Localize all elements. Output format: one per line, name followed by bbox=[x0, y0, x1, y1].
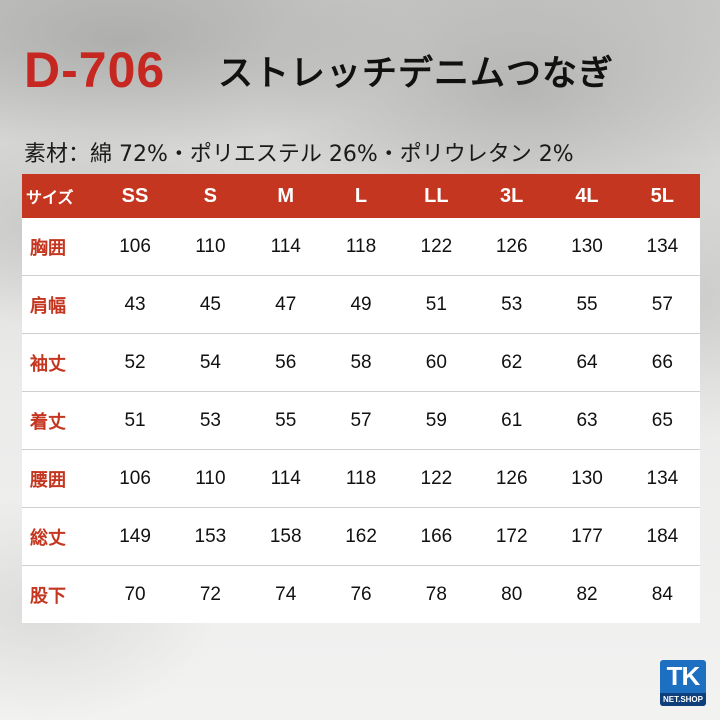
table-row-chest: 胸囲 106 110 114 118 122 126 130 134 bbox=[22, 218, 700, 276]
table-cell: 153 bbox=[194, 525, 227, 547]
table-cell: 82 bbox=[576, 583, 598, 605]
table-cell: 166 bbox=[420, 525, 453, 547]
table-cell: 54 bbox=[199, 351, 221, 373]
table-cell: 130 bbox=[571, 235, 603, 257]
row-label: 袖丈 bbox=[30, 353, 66, 375]
row-label: 腰囲 bbox=[30, 469, 66, 491]
table-cell: 72 bbox=[199, 583, 221, 605]
row-label: 総丈 bbox=[30, 527, 66, 549]
logo-subtext: NET.SHOP bbox=[660, 693, 706, 706]
table-cell: 149 bbox=[119, 525, 151, 547]
table-row-sleeve: 袖丈 52 54 56 58 60 62 64 66 bbox=[22, 334, 700, 392]
table-cell: 51 bbox=[425, 293, 447, 315]
size-header-cell: 4L bbox=[575, 184, 599, 207]
table-cell: 126 bbox=[495, 467, 528, 489]
product-name: ストレッチデニムつなぎ bbox=[218, 54, 615, 94]
table-row-waist: 腰囲 106 110 114 118 122 126 130 134 bbox=[22, 450, 700, 508]
table-cell: 47 bbox=[275, 293, 297, 315]
table-cell: 114 bbox=[270, 467, 301, 489]
size-header-cell: LL bbox=[424, 184, 449, 207]
table-cell: 130 bbox=[571, 467, 603, 489]
table-cell: 55 bbox=[275, 409, 297, 431]
table-cell: 57 bbox=[350, 409, 372, 431]
table-cell: 76 bbox=[350, 583, 372, 605]
table-cell: 59 bbox=[425, 409, 447, 431]
table-cell: 43 bbox=[124, 293, 146, 315]
table-cell: 78 bbox=[425, 583, 447, 605]
table-row-total-length: 総丈 149 153 158 162 166 172 177 184 bbox=[22, 508, 700, 566]
table-cell: 84 bbox=[651, 583, 673, 605]
table-cell: 60 bbox=[425, 351, 447, 373]
table-cell: 53 bbox=[199, 409, 221, 431]
size-header-cell: S bbox=[203, 184, 218, 207]
table-cell: 45 bbox=[199, 293, 221, 315]
table-cell: 110 bbox=[195, 235, 226, 257]
size-header-label: サイズ bbox=[26, 190, 74, 207]
table-row-shoulder: 肩幅 43 45 47 49 51 53 55 57 bbox=[22, 276, 700, 334]
table-cell: 65 bbox=[651, 409, 673, 431]
table-cell: 80 bbox=[501, 583, 523, 605]
table-cell: 63 bbox=[576, 409, 598, 431]
row-label: 胸囲 bbox=[30, 237, 66, 259]
row-label: 股下 bbox=[30, 585, 66, 607]
row-label: 肩幅 bbox=[30, 295, 66, 317]
table-cell: 61 bbox=[501, 409, 523, 431]
size-chart-table: サイズ SS S M L LL 3L 4L 5L 胸囲 106 110 114 … bbox=[22, 174, 700, 623]
table-cell: 110 bbox=[195, 467, 226, 489]
tk-netshop-logo[interactable]: TK NET.SHOP bbox=[660, 660, 706, 706]
table-cell: 126 bbox=[495, 235, 528, 257]
table-cell: 177 bbox=[571, 525, 603, 547]
logo-mark: TK bbox=[666, 661, 701, 691]
table-cell: 134 bbox=[646, 467, 679, 489]
table-cell: 122 bbox=[420, 467, 453, 489]
table-cell: 51 bbox=[124, 409, 146, 431]
size-header-cell: 3L bbox=[499, 184, 524, 207]
row-label: 着丈 bbox=[30, 411, 66, 433]
table-cell: 184 bbox=[646, 525, 679, 547]
table-cell: 74 bbox=[275, 583, 297, 605]
table-cell: 106 bbox=[119, 235, 151, 257]
size-header-cell: M bbox=[277, 184, 295, 207]
table-cell: 162 bbox=[345, 525, 377, 547]
table-cell: 57 bbox=[651, 293, 673, 315]
table-cell: 114 bbox=[270, 235, 301, 257]
table-cell: 158 bbox=[269, 525, 302, 547]
table-row-length: 着丈 51 53 55 57 59 61 63 65 bbox=[22, 392, 700, 450]
table-cell: 66 bbox=[651, 351, 673, 373]
table-cell: 62 bbox=[501, 351, 523, 373]
table-cell: 122 bbox=[420, 235, 453, 257]
size-header-row: サイズ SS S M L LL 3L 4L 5L bbox=[22, 174, 700, 218]
size-header-cell: SS bbox=[121, 184, 149, 207]
material-composition: 素材：綿 72%・ポリエステル 26%・ポリウレタン 2% bbox=[24, 142, 574, 167]
table-cell: 106 bbox=[119, 467, 151, 489]
table-cell: 58 bbox=[350, 351, 372, 373]
table-cell: 49 bbox=[350, 293, 372, 315]
table-cell: 64 bbox=[576, 351, 598, 373]
table-cell: 134 bbox=[646, 235, 679, 257]
table-cell: 118 bbox=[345, 467, 377, 489]
size-header-cell: 5L bbox=[650, 184, 674, 207]
table-cell: 56 bbox=[275, 351, 297, 373]
table-cell: 53 bbox=[501, 293, 523, 315]
model-number: D-706 bbox=[24, 42, 166, 98]
table-row-inseam: 股下 70 72 74 76 78 80 82 84 bbox=[22, 566, 700, 623]
table-cell: 52 bbox=[124, 351, 146, 373]
table-cell: 70 bbox=[124, 583, 146, 605]
table-cell: 55 bbox=[576, 293, 598, 315]
table-cell: 172 bbox=[495, 525, 528, 547]
size-header-cell: L bbox=[354, 184, 368, 207]
table-cell: 118 bbox=[345, 235, 377, 257]
